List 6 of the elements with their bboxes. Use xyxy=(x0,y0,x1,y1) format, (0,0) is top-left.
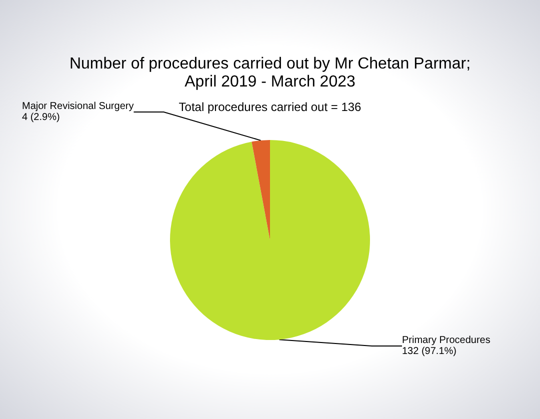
chart-subtitle: Total procedures carried out = 136 xyxy=(178,100,362,114)
data-label: 4 (2.9%) xyxy=(22,112,60,123)
slice-label: Major Revisional Surgery xyxy=(22,101,134,112)
slice-label: Primary Procedures xyxy=(402,335,490,346)
data-label: 132 (97.1%) xyxy=(402,346,456,357)
chart-title: Number of procedures carried out by Mr Chetan Parmar; April 2019 - March 2023 xyxy=(69,56,471,90)
